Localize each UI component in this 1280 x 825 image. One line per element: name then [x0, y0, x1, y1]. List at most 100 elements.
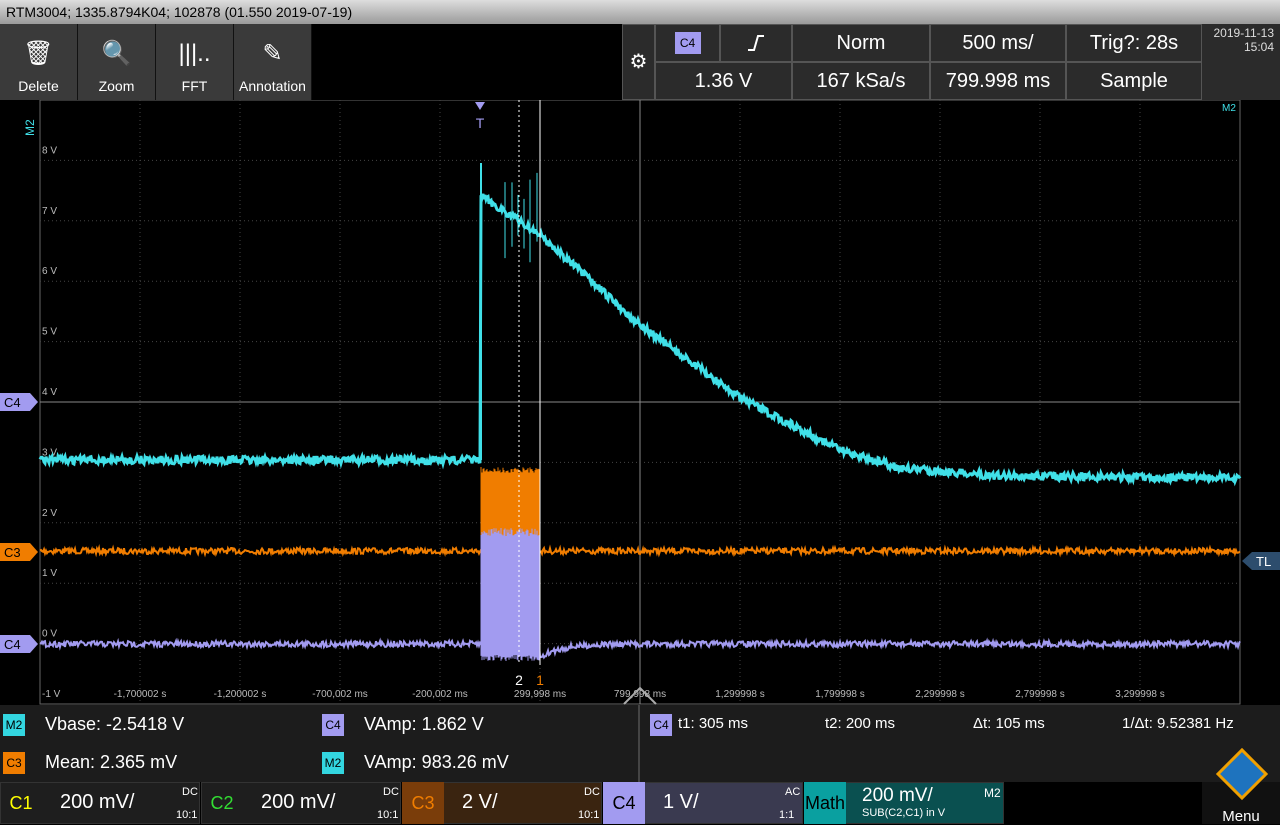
- probe: 1:1: [779, 809, 795, 821]
- measure-text: VAmp: 1.862 V: [364, 714, 484, 734]
- icon: ✎: [262, 40, 283, 67]
- toolbar-button[interactable]: 🔍 Zoom: [78, 24, 156, 100]
- icon: |||..: [178, 40, 211, 67]
- y-label: 1 V: [42, 568, 57, 579]
- trigger-mode[interactable]: Norm: [792, 24, 930, 62]
- acquisition[interactable]: Sample: [1066, 62, 1202, 100]
- x-label: 3,299998 s: [1115, 689, 1165, 700]
- button-label: FFT: [181, 78, 208, 94]
- trigger-marker: T: [476, 115, 485, 131]
- x-label: -200,002 ms: [412, 689, 468, 700]
- datetime: 2019-11-13 15:04: [1202, 24, 1280, 100]
- coupling: DC: [584, 786, 600, 798]
- probe: 10:1: [176, 809, 198, 821]
- settings-button[interactable]: ⚙: [622, 24, 655, 100]
- x-label: 799,998 ms: [614, 689, 666, 700]
- channel-scale: 1 V/: [663, 791, 699, 813]
- channel-scale: 200 mV/: [261, 791, 336, 813]
- cursor-label: 1: [536, 672, 544, 688]
- math-target: M2: [984, 786, 1001, 800]
- channel-block[interactable]: [201, 782, 401, 824]
- channel-marker: [0, 543, 38, 561]
- logo: [1216, 748, 1268, 801]
- cursor-t2: t2: 200 ms: [825, 715, 896, 732]
- coupling: DC: [182, 786, 198, 798]
- channel-block[interactable]: [0, 782, 200, 824]
- cursor-inv-dt: 1/Δt: 9.52381 Hz: [1122, 715, 1234, 732]
- menu-label: Menu: [1222, 808, 1260, 825]
- probe: 10:1: [578, 809, 600, 821]
- trigger-level[interactable]: 1.36 V: [655, 62, 792, 100]
- channel-name: C3: [402, 782, 444, 824]
- measure-source: M2: [322, 752, 344, 774]
- x-label: -1,200002 s: [214, 689, 267, 700]
- channel-name: C2: [210, 792, 234, 813]
- position-marker: [623, 686, 657, 705]
- trigger-source-cell[interactable]: C4: [655, 24, 720, 62]
- x-label: -1,700002 s: [114, 689, 167, 700]
- position[interactable]: 799.998 ms: [930, 62, 1066, 100]
- channel-scale: 2 V/: [462, 791, 498, 813]
- button-label: Delete: [18, 78, 59, 94]
- coupling: AC: [785, 786, 801, 798]
- y-label: 3 V: [42, 447, 57, 458]
- timebase[interactable]: 500 ms/: [930, 24, 1066, 62]
- cursor-label: 2: [515, 672, 523, 688]
- channel-marker-label: TL: [1256, 554, 1271, 569]
- slope-cell[interactable]: [720, 24, 792, 62]
- toolbar-button[interactable]: |||.. FFT: [156, 24, 234, 100]
- trigger-status[interactable]: Trig?: 28s: [1066, 24, 1202, 62]
- measure-text: Mean: 2.365 mV: [45, 752, 178, 772]
- channel-marker-label: C3: [4, 545, 21, 560]
- measure-source: C3: [3, 752, 25, 774]
- menu-button[interactable]: Menu: [1202, 748, 1280, 825]
- math-expr: SUB(C2,C1) in V: [862, 807, 946, 819]
- x-label: 1,799998 s: [815, 689, 865, 700]
- y-label: 2 V: [42, 508, 57, 519]
- waveform-plot: 8 V 7 V 6 V 5 V 4 V 3 V 2 V 1 V 0 V -1 V -1,700002…: [0, 100, 1280, 705]
- coupling: DC: [383, 786, 399, 798]
- slope-icon: [748, 35, 764, 51]
- measure-text: VAmp: 983.26 mV: [364, 752, 509, 772]
- math-label: M2: [1222, 103, 1236, 114]
- channel-marker-label: C4: [4, 395, 21, 410]
- y-label: 7 V: [42, 206, 57, 217]
- button-label: Zoom: [98, 78, 135, 94]
- channel-name: C1: [9, 792, 33, 813]
- button-label: Annotation: [239, 78, 306, 94]
- sample-rate[interactable]: 167 kSa/s: [792, 62, 930, 100]
- x-label: -700,002 ms: [312, 689, 368, 700]
- date: 2019-11-13: [1213, 26, 1275, 40]
- m2-trace: [38, 193, 1242, 487]
- toolbar-button[interactable]: 🗑 Delete: [0, 24, 78, 100]
- x-label: 1,299998 s: [715, 689, 765, 700]
- channel-marker: [1242, 552, 1280, 570]
- channel-scale: 200 mV/: [862, 785, 933, 806]
- channel-marker: [0, 393, 38, 411]
- time: 15:04: [1243, 40, 1274, 54]
- cursor-source: C4: [650, 714, 672, 736]
- measure-source: M2: [3, 714, 25, 736]
- c3-trace: [39, 544, 1241, 558]
- y-label: -1 V: [42, 689, 61, 700]
- trigger-arrow: [475, 102, 485, 110]
- trigger-source: C4: [674, 32, 701, 54]
- c4-trace: [39, 637, 1241, 660]
- toolbar-button[interactable]: ✎ Annotation: [234, 24, 312, 100]
- channel-name: C4: [603, 782, 645, 824]
- icon: 🔍: [101, 40, 132, 67]
- probe: 10:1: [377, 809, 399, 821]
- x-label: 299,998 ms: [514, 689, 566, 700]
- math-label-vertical: M2: [23, 119, 37, 136]
- cursor-dt: Δt: 105 ms: [973, 715, 1045, 732]
- channel-scale: 200 mV/: [60, 791, 135, 813]
- channel-name: Math: [804, 782, 846, 824]
- y-label: 5 V: [42, 327, 57, 338]
- channel-marker-label: C4: [4, 637, 21, 652]
- y-label: 6 V: [42, 266, 57, 277]
- y-label: 0 V: [42, 629, 57, 640]
- x-label: 2,299998 s: [915, 689, 965, 700]
- x-label: 2,799998 s: [1015, 689, 1065, 700]
- measure-text: Vbase: -2.5418 V: [45, 714, 185, 734]
